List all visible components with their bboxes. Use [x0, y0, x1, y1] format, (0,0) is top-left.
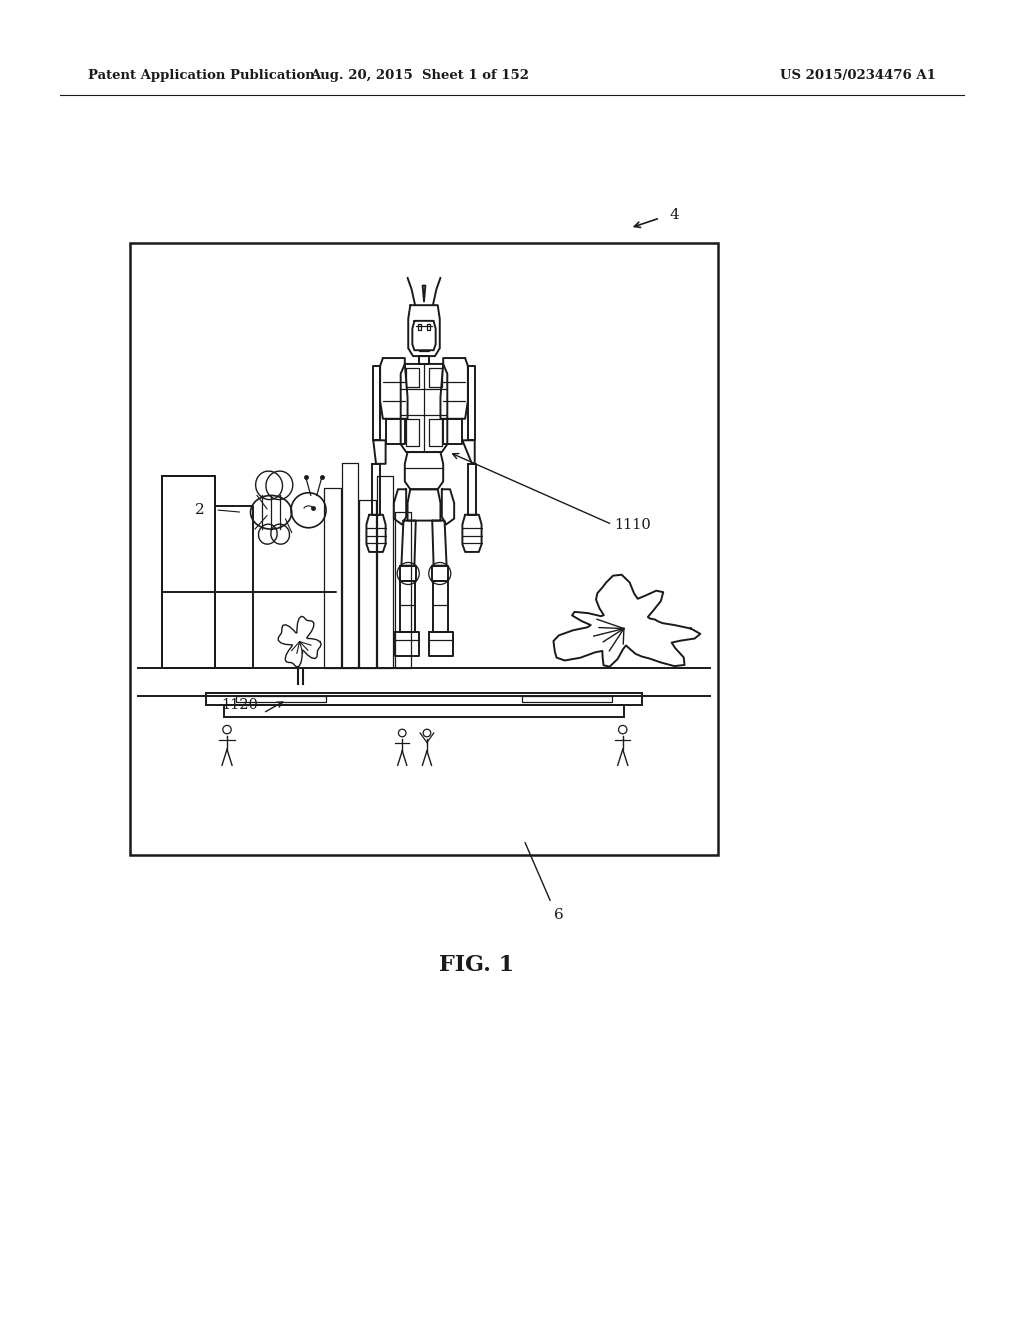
Text: US 2015/0234476 A1: US 2015/0234476 A1 [780, 69, 936, 82]
Text: 6: 6 [554, 908, 564, 921]
Bar [521, 696, 611, 702]
Bar [130, 243, 718, 855]
Bar [207, 693, 642, 705]
Text: Patent Application Publication: Patent Application Publication [88, 69, 314, 82]
Bar [237, 696, 327, 702]
Bar [224, 705, 624, 717]
Text: FIG. 1: FIG. 1 [438, 954, 514, 975]
Text: 2: 2 [195, 503, 205, 517]
Text: 1120: 1120 [221, 698, 258, 711]
Text: 1110: 1110 [614, 517, 651, 532]
Text: Aug. 20, 2015  Sheet 1 of 152: Aug. 20, 2015 Sheet 1 of 152 [310, 69, 529, 82]
Text: 4: 4 [670, 209, 680, 222]
